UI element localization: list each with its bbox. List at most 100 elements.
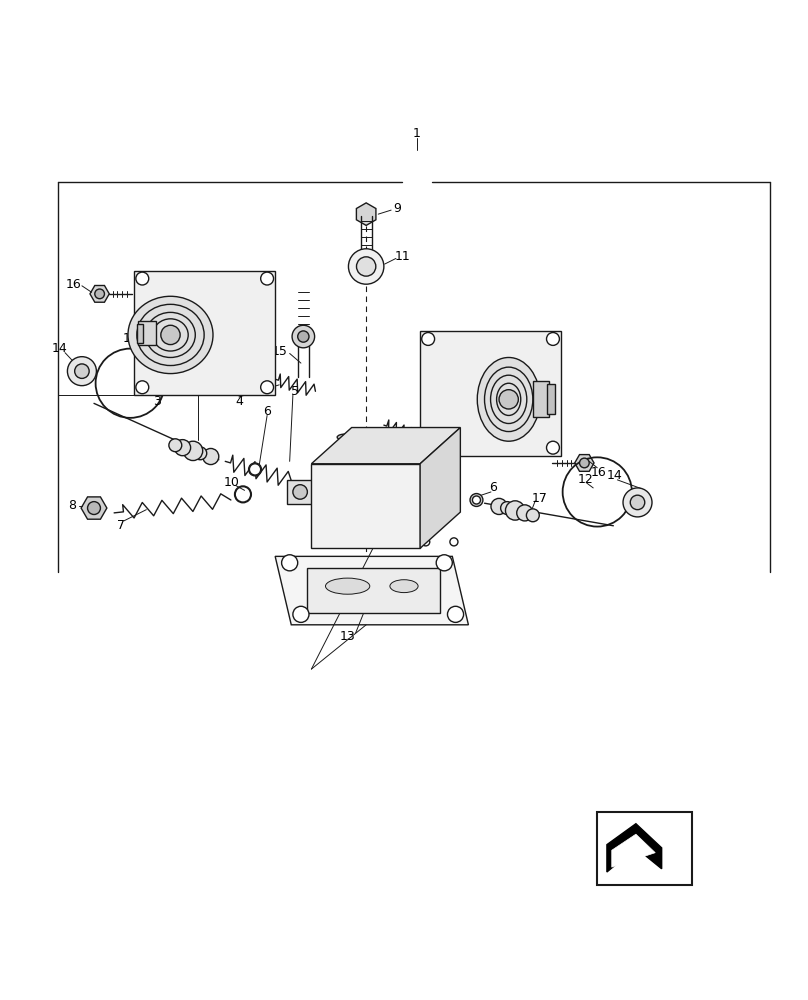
Ellipse shape — [356, 441, 385, 449]
Circle shape — [630, 495, 645, 510]
Circle shape — [366, 490, 406, 530]
Circle shape — [250, 464, 261, 475]
Circle shape — [422, 430, 430, 438]
Bar — [138, 321, 156, 345]
Circle shape — [407, 463, 417, 473]
Circle shape — [261, 272, 274, 285]
Circle shape — [473, 496, 481, 504]
Circle shape — [491, 498, 507, 514]
Circle shape — [623, 488, 652, 517]
Circle shape — [436, 555, 452, 571]
Text: 16: 16 — [66, 278, 82, 291]
Polygon shape — [574, 455, 594, 471]
Text: 15: 15 — [518, 348, 533, 361]
Circle shape — [292, 606, 309, 622]
Circle shape — [422, 441, 435, 454]
Circle shape — [87, 502, 100, 514]
Text: 5: 5 — [292, 385, 299, 398]
Circle shape — [261, 381, 274, 394]
Text: 16: 16 — [591, 466, 607, 479]
Text: 14: 14 — [607, 469, 623, 482]
Bar — [420, 331, 561, 456]
Text: 13: 13 — [339, 630, 356, 643]
Circle shape — [407, 535, 417, 545]
Text: 12: 12 — [577, 473, 593, 486]
Circle shape — [327, 478, 343, 494]
Circle shape — [136, 272, 149, 285]
Ellipse shape — [326, 578, 370, 594]
Text: 3: 3 — [436, 461, 444, 474]
Circle shape — [67, 357, 96, 386]
Text: 1: 1 — [413, 127, 421, 140]
Polygon shape — [287, 480, 313, 504]
Text: 7: 7 — [116, 519, 124, 532]
Circle shape — [282, 555, 297, 571]
Text: 4: 4 — [235, 395, 243, 408]
Text: 6: 6 — [489, 481, 496, 494]
Circle shape — [95, 289, 104, 299]
Circle shape — [316, 535, 326, 545]
Circle shape — [378, 502, 394, 518]
Circle shape — [136, 381, 149, 394]
Ellipse shape — [390, 580, 418, 593]
Ellipse shape — [337, 434, 355, 440]
Circle shape — [249, 463, 262, 476]
Text: 14: 14 — [52, 342, 67, 355]
Polygon shape — [356, 203, 376, 225]
Circle shape — [175, 440, 191, 456]
Circle shape — [356, 257, 376, 276]
Circle shape — [194, 447, 207, 460]
Circle shape — [423, 505, 437, 519]
Circle shape — [203, 448, 219, 465]
Polygon shape — [420, 500, 440, 524]
Circle shape — [422, 333, 435, 345]
Bar — [532, 381, 549, 417]
Text: 9: 9 — [393, 202, 402, 215]
Polygon shape — [607, 824, 662, 872]
Circle shape — [356, 479, 417, 540]
Circle shape — [448, 606, 464, 622]
Circle shape — [292, 325, 314, 348]
Circle shape — [499, 390, 519, 409]
Circle shape — [579, 458, 589, 468]
Circle shape — [297, 331, 309, 342]
Bar — [597, 812, 692, 885]
Text: 12: 12 — [122, 332, 138, 345]
Circle shape — [450, 538, 458, 546]
Circle shape — [526, 509, 539, 522]
Bar — [134, 271, 276, 395]
Ellipse shape — [438, 477, 448, 494]
Circle shape — [321, 472, 350, 501]
Circle shape — [483, 348, 506, 370]
Circle shape — [489, 353, 500, 365]
Text: 6: 6 — [263, 405, 271, 418]
Circle shape — [169, 439, 182, 452]
Circle shape — [161, 325, 180, 345]
Polygon shape — [420, 428, 461, 548]
Circle shape — [183, 441, 203, 461]
Text: 3: 3 — [153, 395, 161, 408]
Polygon shape — [276, 556, 469, 625]
Circle shape — [470, 494, 483, 506]
Circle shape — [450, 430, 458, 438]
Ellipse shape — [128, 296, 213, 374]
Ellipse shape — [435, 471, 451, 500]
Polygon shape — [81, 497, 107, 519]
Text: 4: 4 — [377, 433, 385, 446]
Circle shape — [546, 333, 559, 345]
Polygon shape — [311, 428, 461, 464]
Ellipse shape — [478, 357, 540, 441]
Text: 8: 8 — [68, 499, 76, 512]
Text: 15: 15 — [271, 345, 287, 358]
Text: 17: 17 — [532, 492, 547, 505]
Circle shape — [74, 364, 89, 378]
Polygon shape — [612, 834, 655, 867]
Bar — [137, 324, 143, 343]
Circle shape — [292, 485, 307, 499]
Circle shape — [517, 505, 532, 521]
Circle shape — [506, 501, 524, 520]
Text: 10: 10 — [224, 476, 240, 489]
Ellipse shape — [346, 438, 394, 452]
Circle shape — [501, 502, 514, 514]
Bar — [547, 384, 555, 414]
